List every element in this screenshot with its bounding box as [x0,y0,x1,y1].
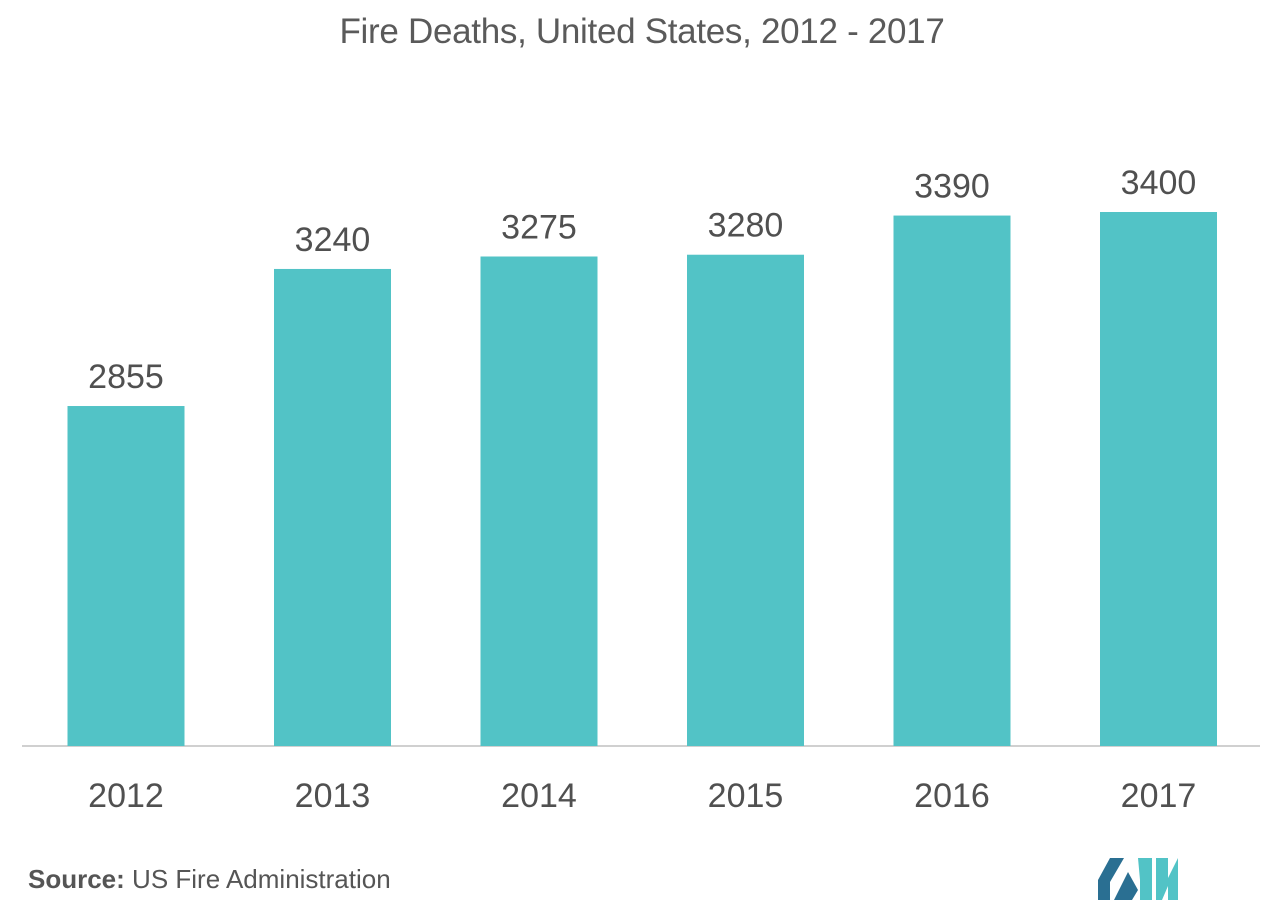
x-tick-label-2012: 2012 [88,777,164,815]
data-label-2014: 3275 [501,209,577,247]
x-tick-label-2017: 2017 [1121,777,1197,815]
data-label-2012: 2855 [88,358,164,396]
bar-2017 [1100,212,1217,746]
data-label-2015: 3280 [708,207,784,245]
bar-2016 [893,215,1011,746]
source-note: Source: US Fire Administration [28,864,391,895]
x-tick-label-2016: 2016 [914,777,990,815]
data-label-2017: 3400 [1121,164,1197,202]
bar-2012 [67,406,185,746]
data-label-2013: 3240 [295,221,371,259]
bar-2015 [687,254,804,746]
source-text: US Fire Administration [132,864,391,894]
bar-2013 [274,268,391,746]
mordor-intelligence-logo-icon [1098,858,1178,900]
data-label-2016: 3390 [914,168,990,206]
x-tick-label-2013: 2013 [295,777,371,815]
bar-2014 [480,256,598,746]
source-label: Source: [28,864,125,894]
x-tick-label-2015: 2015 [708,777,784,815]
x-tick-label-2014: 2014 [501,777,577,815]
chart-title: Fire Deaths, United States, 2012 - 2017 [339,12,945,51]
